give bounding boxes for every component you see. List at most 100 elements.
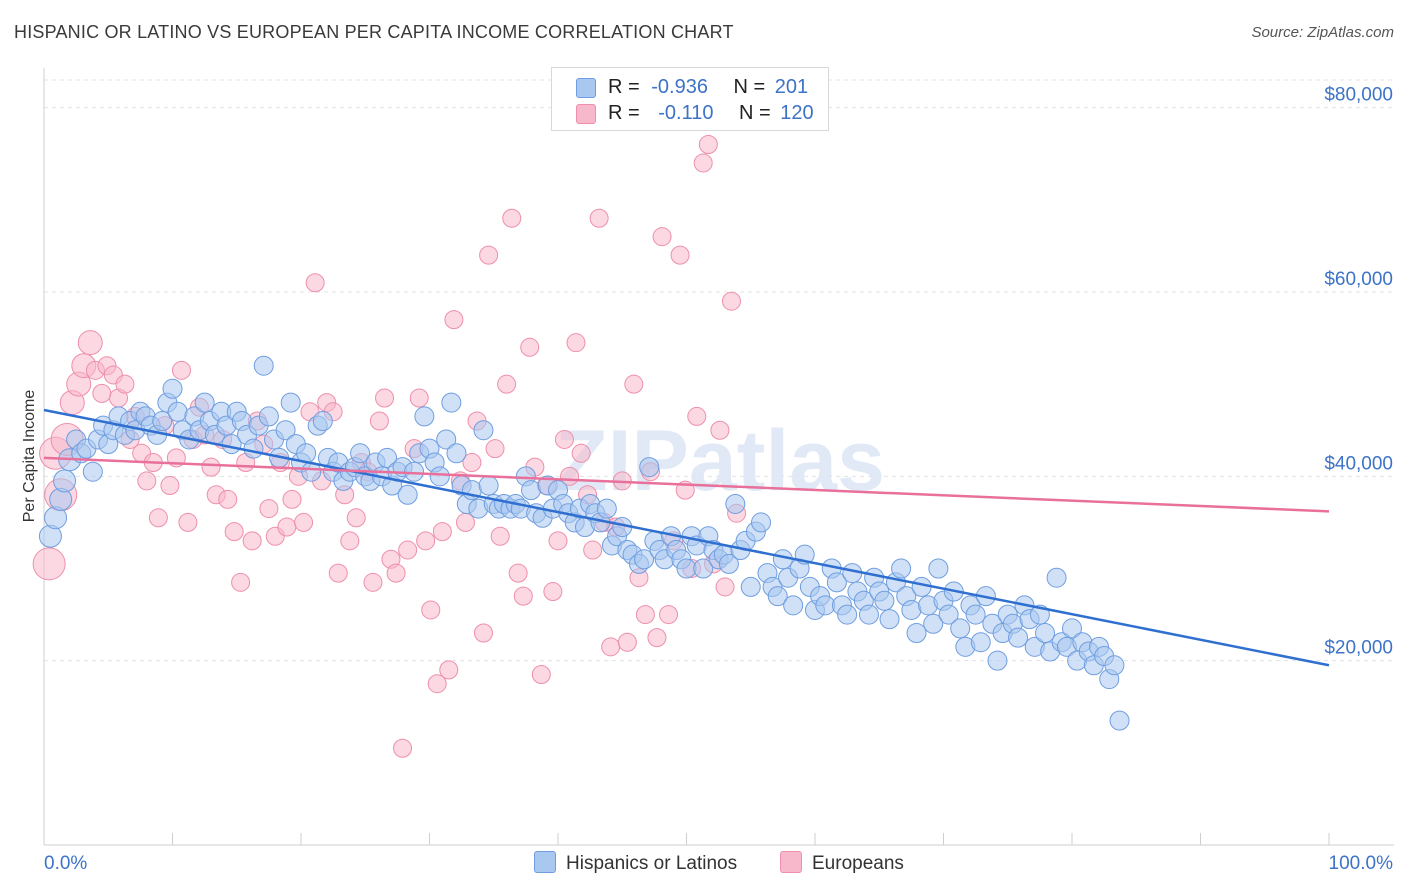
legend-swatch-blue <box>576 78 596 98</box>
legend-r-value: -0.110 <box>658 102 714 124</box>
data-point <box>1104 655 1125 676</box>
data-point <box>554 429 574 449</box>
data-point <box>617 632 637 652</box>
data-point <box>928 558 949 579</box>
data-point <box>767 586 788 607</box>
data-point <box>231 572 251 592</box>
data-point <box>253 355 274 376</box>
data-point <box>416 531 436 551</box>
data-point <box>740 576 761 597</box>
data-point <box>409 388 429 408</box>
data-point <box>305 273 325 293</box>
data-point <box>479 245 499 265</box>
data-point <box>923 613 944 634</box>
europeans-points <box>32 135 747 758</box>
data-point <box>571 443 591 463</box>
data-point <box>280 392 301 413</box>
data-point <box>282 489 302 509</box>
data-point <box>497 374 517 394</box>
data-point <box>328 563 348 583</box>
data-point <box>162 378 183 399</box>
trend-line-hispanics <box>43 408 1330 667</box>
data-point <box>478 475 499 496</box>
data-point <box>346 508 366 528</box>
data-point <box>837 604 858 625</box>
data-point <box>718 553 739 574</box>
data-point <box>693 558 714 579</box>
tick-labels: $20,000 $40,000 $60,000 $80,000 0.0% 100.0% <box>44 85 1393 874</box>
legend-label: Hispanics or Latinos <box>566 853 738 874</box>
data-point <box>363 572 383 592</box>
data-point <box>243 438 264 459</box>
data-point <box>490 526 510 546</box>
data-point <box>275 420 296 441</box>
data-point <box>783 595 804 616</box>
data-point <box>634 549 655 570</box>
data-point <box>548 531 568 551</box>
data-point <box>115 374 135 394</box>
source-label: Source: ZipAtlas.com <box>1251 24 1394 41</box>
data-point <box>312 411 333 432</box>
data-point <box>596 498 617 519</box>
data-point <box>462 453 482 472</box>
data-point <box>427 674 447 694</box>
data-point <box>659 605 679 625</box>
legend-r-label: R = <box>608 76 640 98</box>
data-point <box>160 476 180 496</box>
data-point <box>152 411 173 432</box>
data-point <box>901 599 922 620</box>
data-point <box>148 508 168 528</box>
data-point <box>294 512 314 532</box>
legend-r-value: -0.936 <box>651 76 708 98</box>
y-tick-label: $40,000 <box>1324 453 1393 474</box>
data-point <box>218 489 238 509</box>
data-point <box>444 310 464 330</box>
legend-n-label: N = <box>739 102 771 124</box>
data-point <box>258 406 279 427</box>
data-point <box>53 469 77 493</box>
data-point <box>520 337 540 357</box>
data-point <box>259 499 279 519</box>
data-point <box>891 558 912 579</box>
data-point <box>421 600 441 620</box>
data-point <box>647 628 667 648</box>
data-point <box>879 609 900 630</box>
y-tick-label: $80,000 <box>1324 85 1393 106</box>
data-point <box>676 558 697 579</box>
data-point <box>375 388 395 408</box>
data-point <box>393 738 413 758</box>
correlation-legend: R = -0.936 N = 201 R = -0.110 N = 120 <box>551 67 829 131</box>
data-point <box>721 291 741 311</box>
y-tick-label: $20,000 <box>1324 638 1393 659</box>
data-point <box>473 420 494 441</box>
data-point <box>906 623 927 644</box>
data-point <box>693 153 713 173</box>
x-tick-label: 0.0% <box>44 853 87 874</box>
data-point <box>874 590 895 611</box>
data-point <box>858 604 879 625</box>
data-point <box>589 208 609 228</box>
legend-label: Europeans <box>812 853 904 874</box>
data-point <box>167 401 188 422</box>
data-point <box>698 135 718 155</box>
data-point <box>970 632 991 653</box>
legend-n-label: N = <box>733 76 766 98</box>
data-point <box>171 360 191 380</box>
data-point <box>938 604 959 625</box>
data-point <box>521 480 542 501</box>
data-point <box>473 623 493 643</box>
data-point <box>965 604 986 625</box>
data-point <box>1062 618 1082 639</box>
chart-title: HISPANIC OR LATINO VS EUROPEAN PER CAPIT… <box>14 22 734 42</box>
data-point <box>508 563 528 583</box>
data-point <box>404 461 425 482</box>
legend-n-value: 201 <box>774 76 809 98</box>
x-tick-label: 100.0% <box>1329 853 1394 874</box>
data-point <box>439 660 459 680</box>
data-point <box>77 330 103 356</box>
trend-line-europeans <box>43 456 1330 513</box>
legend-n-value: 120 <box>780 102 814 124</box>
hispanics-points <box>38 355 1130 731</box>
data-point <box>369 411 389 431</box>
